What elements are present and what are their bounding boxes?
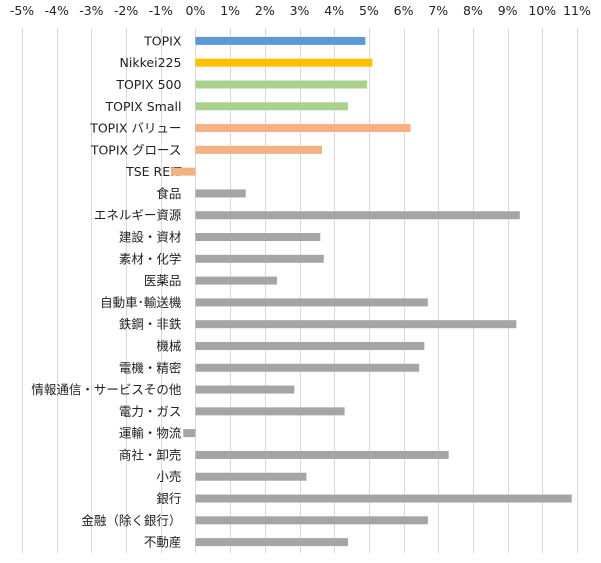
x-tick-label: 8% <box>463 3 483 18</box>
category-label: TSE REIT <box>125 164 182 179</box>
category-label: TOPIX 500 <box>115 77 181 92</box>
x-axis-tick-labels: -5% -4% -3% -2% -1% 0% 1% 2% 3% 4% 5% 6% 7% 8% 9% 10% 11… <box>10 3 591 18</box>
x-tick-label: 2% <box>255 3 275 18</box>
x-tick-label: -3% <box>79 3 103 18</box>
category-label: TOPIX Small <box>104 99 181 114</box>
bar <box>195 254 324 263</box>
category-label: 電機・精密 <box>119 360 182 375</box>
category-label: 金融（除く銀行） <box>81 513 181 528</box>
bar <box>195 450 449 459</box>
bar <box>195 145 323 154</box>
category-label: 医薬品 <box>144 273 182 288</box>
category-label: 運輸・物流 <box>119 426 182 441</box>
category-label: 小売 <box>156 469 181 484</box>
category-label: 電力・ガス <box>119 404 182 419</box>
x-tick-label: 10% <box>528 3 556 18</box>
bar <box>171 167 196 176</box>
bar <box>195 124 411 133</box>
bar <box>195 341 425 350</box>
x-tick-label: 3% <box>290 3 310 18</box>
x-tick-label: 4% <box>324 3 344 18</box>
bar <box>195 538 349 547</box>
x-tick-label: 6% <box>394 3 414 18</box>
x-tick-label: -5% <box>10 3 34 18</box>
x-tick-label: 11% <box>563 3 591 18</box>
category-label: TOPIX バリュー <box>89 121 181 136</box>
category-label: 鉄鋼・非鉄 <box>119 317 182 332</box>
bar <box>195 36 366 45</box>
x-tick-label: -1% <box>149 3 173 18</box>
category-label: 自動車･輸送機 <box>100 295 182 310</box>
bar <box>195 320 517 329</box>
category-label: TOPIX <box>143 33 182 48</box>
bar <box>195 58 373 67</box>
category-labels: TOPIX Nikkei225 TOPIX 500 TOPIX Small TOPIX … <box>31 33 182 549</box>
bar <box>195 494 572 503</box>
bar <box>183 429 196 438</box>
bar <box>195 211 520 220</box>
bar <box>195 276 277 285</box>
category-label: 不動産 <box>144 535 182 550</box>
bar <box>195 363 420 372</box>
x-tick-label: 7% <box>428 3 448 18</box>
category-label: 商社・卸売 <box>119 447 182 462</box>
x-tick-label: 5% <box>359 3 379 18</box>
bar <box>195 189 246 198</box>
category-label: 銀行 <box>156 491 181 506</box>
bar <box>195 298 428 307</box>
category-label: エネルギー資源 <box>94 208 182 223</box>
bar <box>195 102 349 111</box>
x-tick-label: 1% <box>220 3 240 18</box>
category-label: Nikkei225 <box>120 55 182 70</box>
gridlines <box>22 28 578 553</box>
category-label: TOPIX グロース <box>90 142 182 157</box>
x-tick-label: 0% <box>186 3 206 18</box>
x-tick-label: -2% <box>114 3 138 18</box>
bar <box>195 407 345 416</box>
x-tick-label: 9% <box>498 3 518 18</box>
bars <box>171 36 572 547</box>
category-label: 素材・化学 <box>119 251 182 266</box>
bar <box>195 80 368 89</box>
category-label: 機械 <box>156 338 182 353</box>
x-tick-label: -4% <box>45 3 69 18</box>
category-label: 建設・資材 <box>119 230 182 245</box>
bar <box>195 385 295 394</box>
category-label: 情報通信・サービスその他 <box>31 382 182 397</box>
bar <box>195 472 307 481</box>
category-label: 食品 <box>156 186 181 201</box>
bar <box>195 516 428 525</box>
bar <box>195 233 321 242</box>
